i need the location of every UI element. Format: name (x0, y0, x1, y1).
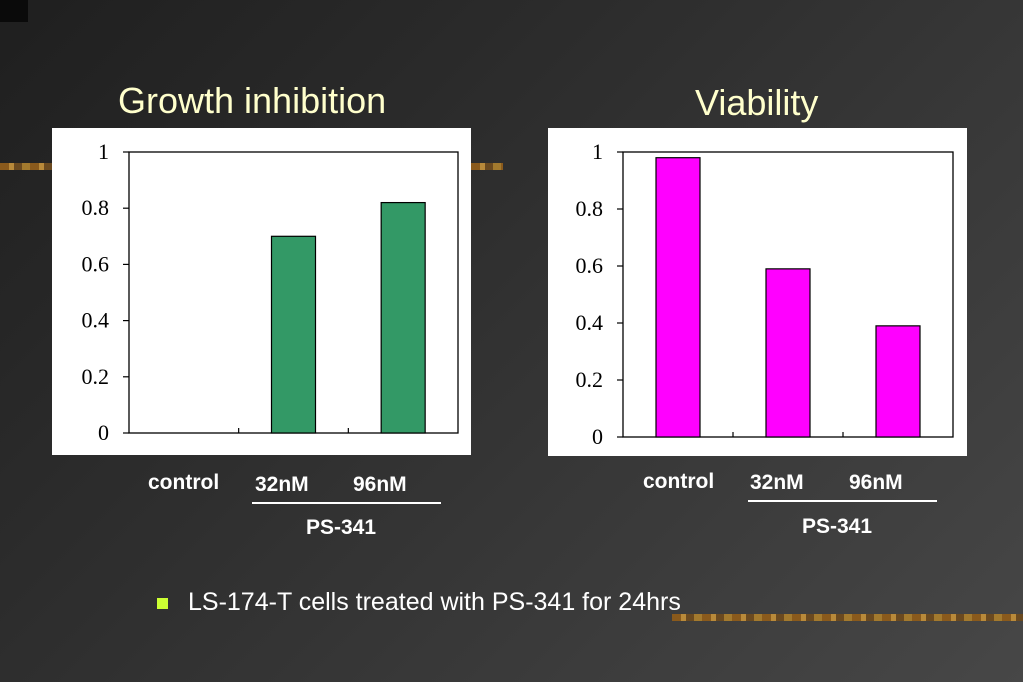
decorative-stripe-bottom (672, 614, 1023, 621)
bar-32nM (765, 268, 811, 438)
y-tick-label: 0.6 (576, 253, 604, 278)
group-label-ps-341: PS-341 (306, 516, 377, 539)
y-tick-label: 0.8 (576, 196, 604, 221)
bar-control (655, 157, 701, 438)
category-label-32nm: 32nM (750, 471, 804, 494)
bar-96nM (380, 201, 426, 434)
chart-title-viability: Viability (695, 82, 819, 123)
y-tick-label: 0.2 (82, 364, 110, 389)
category-label-96nm: 96nM (849, 471, 903, 494)
y-tick-label: 0.4 (82, 308, 110, 333)
category-label-control: control (643, 470, 715, 493)
group-underline (748, 500, 937, 502)
bar-32nM (270, 235, 317, 434)
corner-block (0, 0, 28, 22)
y-tick-label: 0 (592, 424, 603, 449)
decorative-stripe-left (0, 163, 52, 170)
y-tick-label: 0.4 (576, 310, 604, 335)
category-label-96nm: 96nM (353, 473, 407, 496)
group-label-ps-341: PS-341 (802, 515, 873, 538)
bullet-square-icon (157, 598, 168, 609)
y-tick-label: 0 (98, 420, 109, 445)
y-tick-label: 0.6 (82, 251, 110, 276)
y-tick-label: 0.8 (82, 195, 110, 220)
chart-title-growth-inhibition: Growth inhibition (118, 80, 387, 121)
bar-96nM (875, 325, 921, 438)
y-tick-label: 1 (592, 139, 603, 164)
y-tick-label: 0.2 (576, 367, 604, 392)
group-underline (252, 502, 441, 504)
bar-chart-growth-inhibition: 0 0.2 0.4 0.6 0.8 1 (82, 139, 459, 445)
category-label-control: control (148, 471, 220, 494)
category-label-32nm: 32nM (255, 473, 309, 496)
y-tick-label: 1 (98, 139, 109, 164)
chart-panel-viability: 0 0.2 0.4 0.6 0.8 1 (548, 128, 967, 456)
bar-chart-viability: 0 0.2 0.4 0.6 0.8 1 (576, 139, 954, 449)
bullet-text: LS-174-T cells treated with PS-341 for 2… (188, 588, 681, 616)
chart-panel-growth-inhibition: 0 0.2 0.4 0.6 0.8 1 (52, 128, 471, 455)
decorative-stripe-middle (471, 163, 503, 170)
